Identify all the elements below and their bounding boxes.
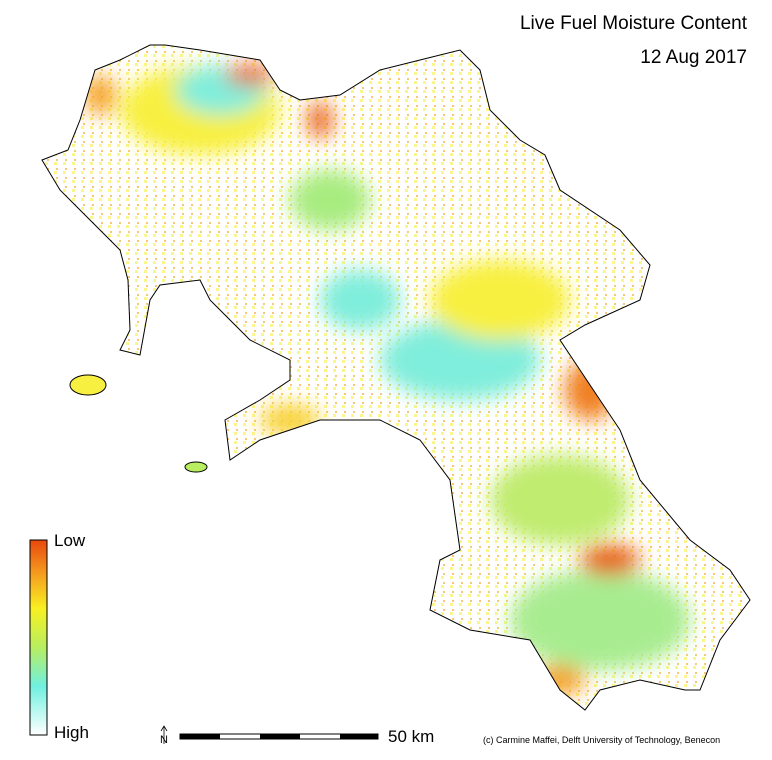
north-label: N bbox=[160, 734, 168, 746]
scale-bar bbox=[179, 733, 379, 740]
north-arrow: N bbox=[160, 725, 168, 746]
legend-low: Low bbox=[54, 531, 86, 550]
scale-label: 50 km bbox=[388, 727, 434, 746]
credit: (c) Carmine Maffei, Delft University of … bbox=[483, 735, 720, 745]
legend-high: High bbox=[54, 723, 89, 742]
map-title: Live Fuel Moisture Content bbox=[520, 13, 748, 34]
map-date: 12 Aug 2017 bbox=[640, 47, 747, 68]
legend-colorbar bbox=[29, 539, 48, 736]
